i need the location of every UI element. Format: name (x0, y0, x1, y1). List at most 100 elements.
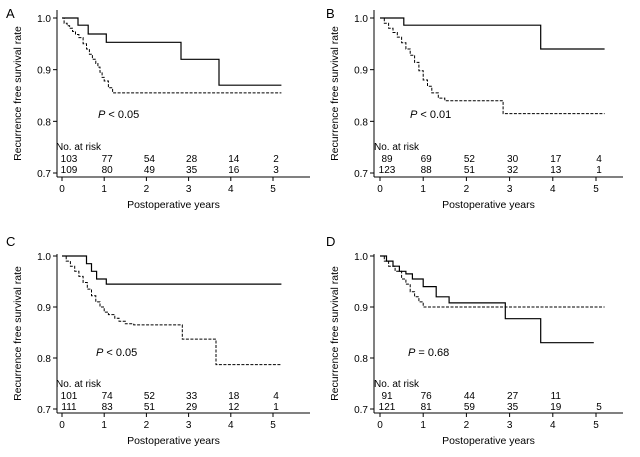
risk-count: 49 (144, 165, 156, 176)
risk-count: 18 (228, 391, 240, 402)
risk-count: 5 (596, 402, 602, 413)
km-curve-dashed (380, 17, 605, 115)
panel-label: A (6, 6, 15, 21)
p-value-symbol: P (410, 109, 418, 121)
p-value-text: = 0.68 (415, 347, 449, 359)
x-tick-label: 0 (59, 420, 65, 431)
risk-count: 111 (61, 402, 77, 413)
risk-count: 121 (379, 402, 396, 413)
x-tick-label: 2 (144, 184, 150, 195)
risk-count: 28 (186, 154, 198, 165)
risk-count: 29 (186, 402, 198, 413)
x-tick-label: 2 (464, 420, 470, 431)
risk-count: 51 (144, 402, 156, 413)
risk-count: 33 (186, 391, 198, 402)
risk-count: 4 (596, 154, 602, 165)
risk-count: 101 (61, 391, 78, 402)
y-tick-label: 1.0 (354, 14, 368, 25)
y-tick-label: 0.8 (37, 354, 51, 365)
y-tick-label: 0.8 (354, 117, 368, 128)
p-value: P < 0.01 (410, 109, 451, 121)
risk-count: 88 (421, 165, 433, 176)
y-tick-label: 0.9 (354, 303, 368, 314)
risk-count: 91 (381, 391, 393, 402)
x-axis-title: Postoperative years (127, 435, 220, 447)
risk-count: 16 (228, 165, 240, 176)
km-curve-solid (380, 17, 605, 50)
y-tick-label: 0.8 (354, 354, 368, 365)
y-tick-label: 0.7 (354, 169, 368, 180)
x-tick-label: 4 (550, 184, 556, 195)
risk-count: 12 (228, 402, 240, 413)
x-tick-label: 1 (420, 184, 426, 195)
risk-table-title: No. at risk (56, 379, 102, 390)
y-tick-label: 1.0 (354, 252, 368, 263)
y-tick-label: 1.0 (37, 14, 51, 25)
x-axis-title: Postoperative years (442, 199, 535, 211)
p-value-symbol: P (96, 347, 104, 359)
risk-count: 77 (102, 154, 114, 165)
risk-count: 30 (507, 154, 519, 165)
x-tick-label: 3 (186, 184, 192, 195)
risk-count: 11 (551, 391, 562, 402)
risk-count: 35 (186, 165, 198, 176)
risk-count: 17 (550, 154, 562, 165)
panel-label: C (6, 234, 15, 249)
y-tick-label: 0.7 (37, 405, 51, 416)
y-axis-title: Recurrence free survival rate (329, 26, 341, 161)
y-tick-label: 0.7 (354, 405, 368, 416)
risk-count: 44 (464, 391, 476, 402)
km-curve-dashed (62, 255, 282, 366)
x-axis-title: Postoperative years (127, 199, 220, 211)
y-axis-title: Recurrence free survival rate (12, 266, 24, 401)
km-curve-solid (62, 255, 282, 285)
risk-count: 52 (144, 391, 156, 402)
p-value-text: < 0.05 (103, 347, 137, 359)
p-value: P < 0.05 (96, 347, 137, 359)
panel-label: D (326, 234, 335, 249)
p-value-symbol: P (98, 109, 106, 121)
km-curve-solid (380, 255, 594, 344)
y-tick-label: 1.0 (37, 252, 51, 263)
y-axis-title: Recurrence free survival rate (12, 26, 24, 161)
x-tick-label: 2 (144, 420, 150, 431)
risk-count: 3 (273, 165, 279, 176)
x-tick-label: 5 (270, 184, 276, 195)
y-tick-label: 0.9 (37, 66, 51, 77)
risk-table-title: No. at risk (374, 379, 420, 390)
risk-count: 19 (550, 402, 562, 413)
x-tick-label: 5 (593, 184, 599, 195)
x-tick-label: 2 (464, 184, 470, 195)
risk-count: 83 (102, 402, 114, 413)
risk-count: 1 (596, 165, 602, 176)
x-tick-label: 1 (101, 184, 107, 195)
x-tick-label: 1 (420, 420, 426, 431)
p-value-symbol: P (408, 347, 416, 359)
km-curve-solid (62, 17, 282, 86)
risk-count: 69 (421, 154, 433, 165)
risk-count: 51 (464, 165, 476, 176)
x-tick-label: 3 (507, 420, 513, 431)
km-curve-dashed (62, 17, 282, 94)
panel-label: B (326, 6, 335, 21)
risk-count: 52 (464, 154, 476, 165)
x-tick-label: 3 (507, 184, 513, 195)
x-tick-label: 5 (593, 420, 599, 431)
risk-count: 74 (102, 391, 114, 402)
y-tick-label: 0.7 (37, 169, 51, 180)
p-value: P = 0.68 (408, 347, 449, 359)
risk-count: 80 (102, 165, 114, 176)
risk-count: 59 (464, 402, 476, 413)
panel-d: D 0.7 0.8 0.9 1.0 0 1 2 3 4 5 Postoperative years Re… (326, 234, 623, 447)
p-value-text: < 0.01 (417, 109, 451, 121)
x-axis-title: Postoperative years (442, 435, 535, 447)
x-tick-label: 0 (377, 184, 383, 195)
x-tick-label: 3 (186, 420, 192, 431)
y-tick-label: 0.8 (37, 117, 51, 128)
y-tick-label: 0.9 (37, 303, 51, 314)
risk-count: 89 (381, 154, 393, 165)
